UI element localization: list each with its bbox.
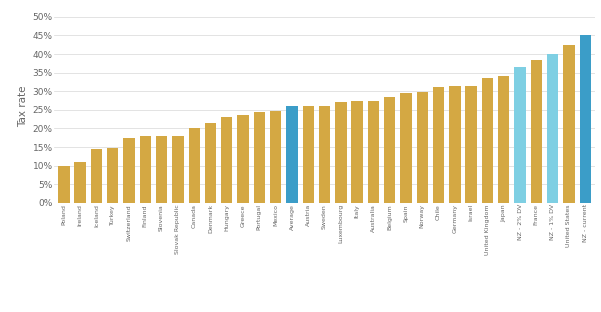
- Bar: [400, 93, 412, 203]
- Y-axis label: Tax rate: Tax rate: [19, 85, 28, 127]
- Bar: [221, 117, 233, 203]
- Bar: [172, 136, 184, 203]
- Bar: [531, 60, 542, 203]
- Bar: [58, 166, 70, 203]
- Bar: [237, 115, 249, 203]
- Bar: [482, 78, 493, 203]
- Bar: [449, 85, 460, 203]
- Bar: [270, 110, 281, 203]
- Bar: [335, 102, 347, 203]
- Bar: [75, 162, 86, 203]
- Bar: [139, 136, 151, 203]
- Bar: [286, 106, 297, 203]
- Bar: [123, 138, 135, 203]
- Bar: [416, 92, 428, 203]
- Bar: [91, 149, 102, 203]
- Bar: [579, 35, 591, 203]
- Bar: [319, 106, 330, 203]
- Bar: [205, 123, 216, 203]
- Bar: [547, 54, 558, 203]
- Bar: [563, 45, 575, 203]
- Bar: [368, 100, 379, 203]
- Bar: [498, 76, 510, 203]
- Bar: [254, 112, 265, 203]
- Bar: [352, 100, 363, 203]
- Bar: [156, 136, 167, 203]
- Bar: [302, 106, 314, 203]
- Bar: [514, 67, 526, 203]
- Bar: [189, 129, 200, 203]
- Bar: [465, 85, 477, 203]
- Bar: [433, 87, 444, 203]
- Bar: [107, 148, 118, 203]
- Bar: [384, 97, 395, 203]
